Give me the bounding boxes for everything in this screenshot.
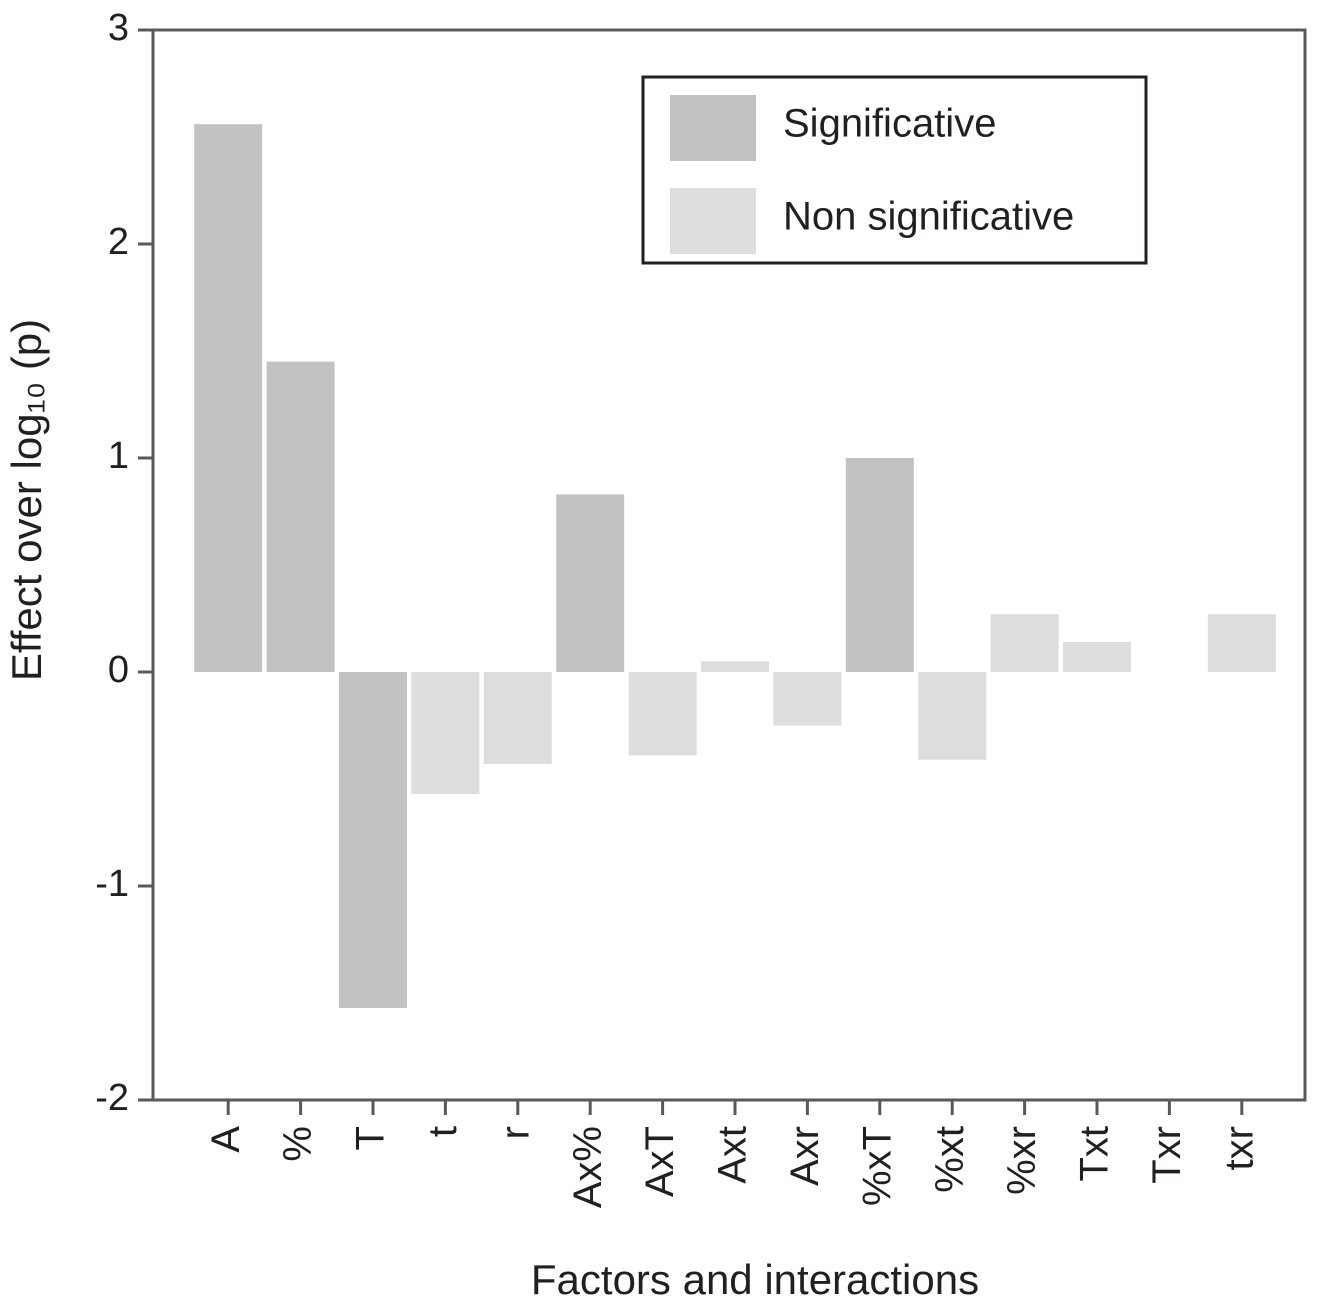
x-tick-label: r [493, 1126, 537, 1139]
x-tick-label: Txr [1145, 1126, 1189, 1184]
y-tick-label: -1 [95, 863, 129, 905]
bar [1063, 642, 1131, 672]
x-tick-label: T [349, 1126, 393, 1150]
bar [990, 614, 1059, 672]
legend-label: Non significative [783, 195, 1074, 239]
x-tick-label: % [276, 1126, 320, 1162]
x-tick-label: AxT [638, 1126, 682, 1197]
x-tick-label: t [421, 1126, 465, 1137]
x-tick-label: txr [1217, 1126, 1261, 1170]
bar [194, 124, 263, 672]
y-tick-label: 0 [108, 649, 129, 691]
bar [1207, 614, 1276, 672]
bar [773, 672, 842, 726]
legend-label: Significative [783, 102, 996, 146]
y-axis-title: Effect over log₁₀ (p) [3, 319, 50, 681]
x-tick-label: Axt [711, 1126, 755, 1184]
y-tick-label: 1 [108, 435, 129, 477]
bar [483, 672, 552, 765]
bar [266, 361, 335, 672]
bar [628, 672, 697, 756]
bar [845, 458, 914, 672]
bar [339, 672, 407, 1008]
x-tick-label: Txt [1073, 1126, 1117, 1182]
bar [556, 494, 625, 672]
x-tick-label: A [204, 1126, 248, 1153]
y-tick-label: 3 [108, 7, 129, 49]
y-tick-label: -2 [95, 1077, 129, 1119]
x-tick-label: Ax% [566, 1126, 610, 1208]
legend-swatch [670, 95, 756, 161]
bar [918, 672, 987, 760]
x-tick-label: %xT [855, 1126, 899, 1206]
plot-frame [151, 28, 1307, 1102]
x-axis-title: Factors and interactions [531, 1256, 979, 1303]
x-tick-label: %xr [1000, 1126, 1044, 1195]
legend-swatch [670, 188, 756, 254]
legend: Significative Non significative [641, 75, 1148, 265]
bar [411, 672, 480, 794]
y-tick-label: 2 [108, 221, 129, 263]
x-tick-label: Axr [783, 1126, 827, 1186]
bar [701, 661, 769, 672]
x-tick-label: %xt [928, 1126, 972, 1193]
